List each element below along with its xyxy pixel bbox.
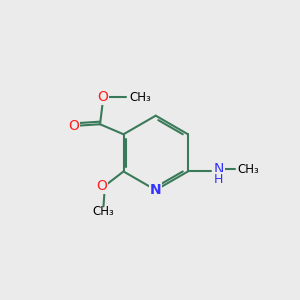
Text: CH₃: CH₃	[93, 205, 114, 218]
Text: O: O	[96, 179, 107, 193]
Text: CH₃: CH₃	[237, 163, 259, 176]
Text: H: H	[214, 173, 223, 186]
Text: N: N	[150, 183, 161, 197]
Text: O: O	[98, 90, 108, 104]
Text: N: N	[214, 162, 224, 176]
Text: O: O	[69, 119, 80, 133]
Text: CH₃: CH₃	[130, 91, 152, 104]
